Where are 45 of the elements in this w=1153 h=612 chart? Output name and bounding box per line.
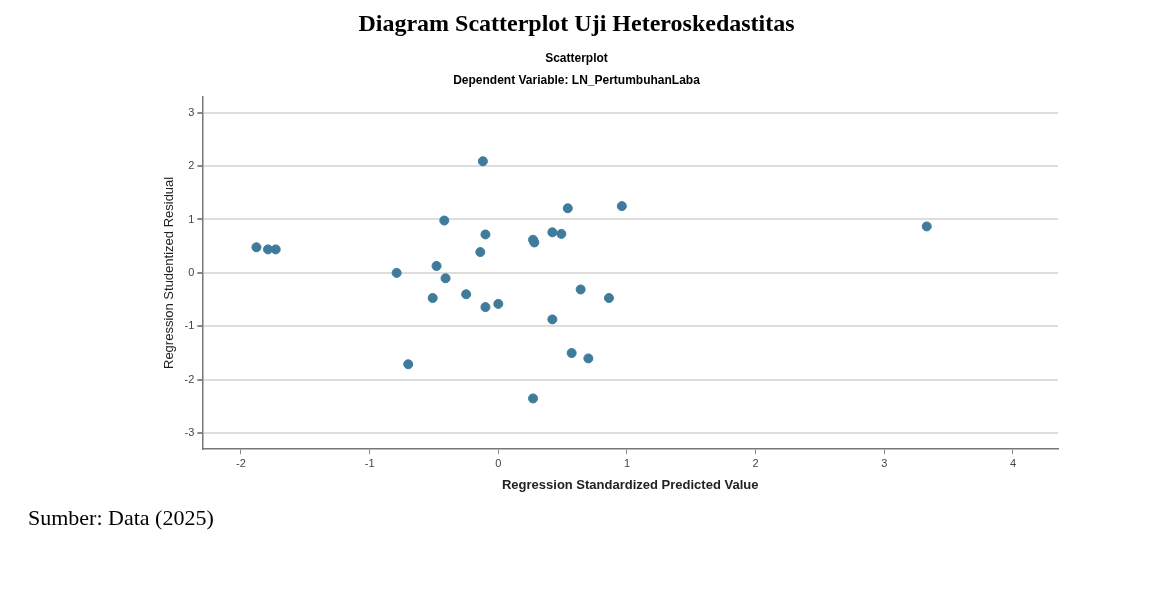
y-tick-label: 2	[188, 159, 195, 172]
text: Dependent Variable: LN_PertumbuhanLaba	[452, 73, 701, 87]
point	[616, 201, 627, 212]
point	[547, 227, 558, 238]
point	[603, 293, 614, 304]
point	[475, 247, 486, 258]
y-tick-label: -1	[184, 319, 195, 332]
point	[439, 215, 450, 226]
point	[493, 298, 504, 309]
point	[461, 289, 472, 300]
point	[391, 267, 402, 278]
chart-subtitle: Scatterplot	[544, 51, 609, 65]
x-tick-label: 3	[881, 456, 888, 469]
x-tick-label: 2	[752, 456, 759, 469]
point	[427, 293, 438, 304]
point	[562, 203, 573, 214]
x-tick-label: 1	[623, 456, 631, 469]
y-tick-label: -2	[184, 372, 195, 385]
point	[921, 221, 932, 232]
y-tick-label: 3	[188, 105, 195, 118]
point	[547, 314, 558, 325]
y-tick-label: -3	[184, 426, 195, 439]
point	[583, 353, 594, 364]
x-axis-title: Regression Standardized Predicted Value	[501, 476, 759, 492]
x-tick-label: 4	[1009, 456, 1017, 469]
point	[480, 229, 491, 240]
y-tick-label: 1	[188, 212, 195, 225]
x-tick-label: 0	[495, 456, 502, 469]
point	[575, 284, 586, 295]
point	[528, 393, 539, 404]
y-tick-label: 0	[188, 265, 195, 278]
point	[440, 273, 451, 284]
point	[403, 359, 414, 370]
point	[431, 260, 442, 271]
point	[270, 244, 281, 255]
y-axis-title: Regression Studentized Residual	[161, 176, 177, 370]
text: Sumber: Data (2025)	[28, 505, 215, 531]
point	[566, 348, 577, 359]
point	[477, 156, 488, 167]
chart-title: Diagram Scatterplot Uji Heteroskedastitas	[357, 10, 796, 37]
x-tick-label: -1	[364, 456, 375, 469]
point	[480, 302, 491, 313]
point	[556, 228, 567, 239]
point	[251, 242, 262, 253]
x-tick-label: -2	[236, 456, 246, 469]
